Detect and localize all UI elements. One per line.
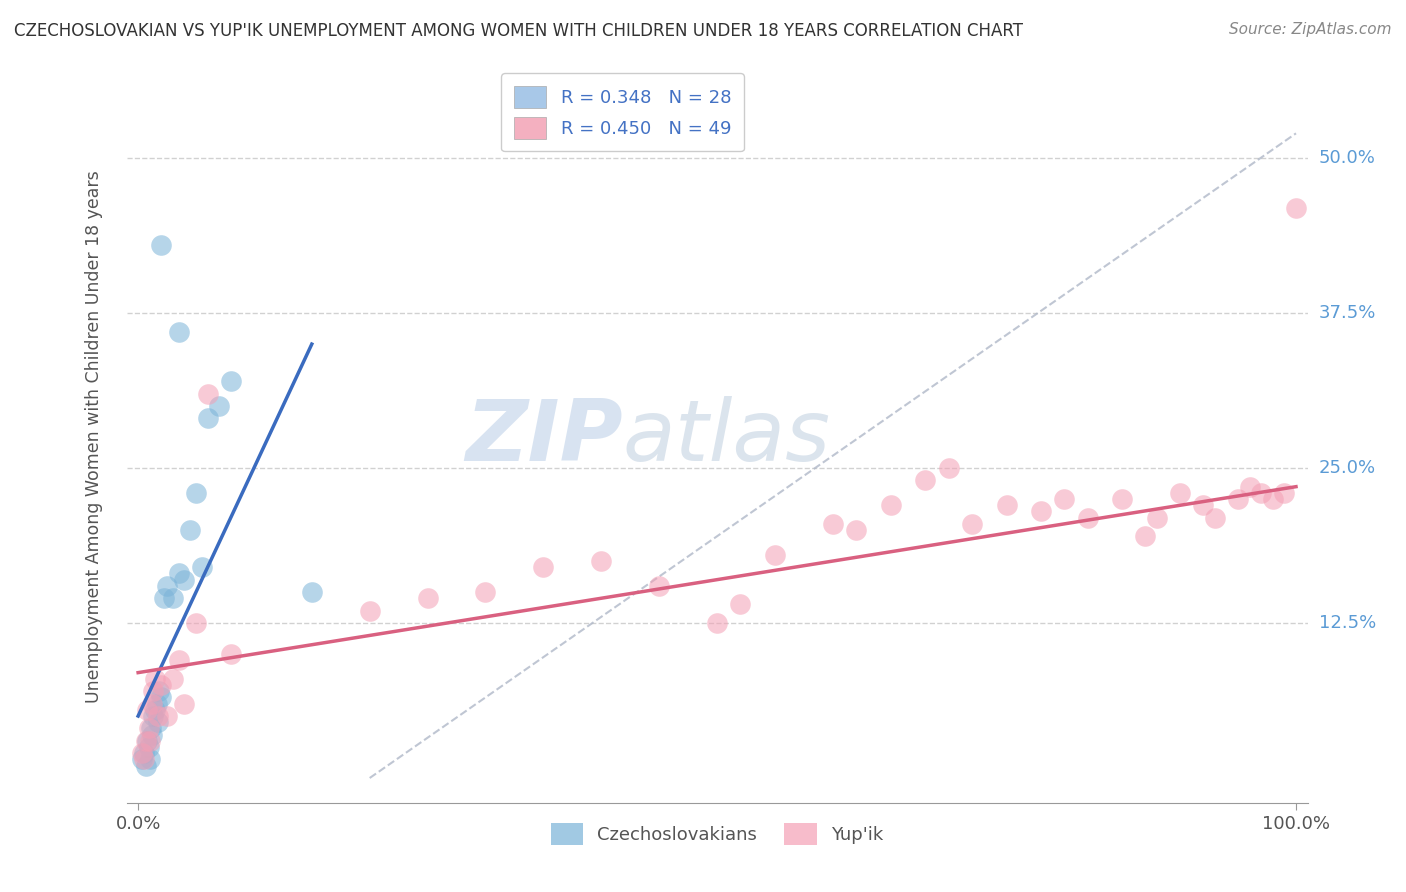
Text: atlas: atlas	[623, 395, 831, 479]
Point	[136, 703, 159, 717]
Point	[1077, 510, 1099, 524]
Point	[145, 703, 167, 717]
Point	[167, 653, 190, 667]
Point	[359, 604, 381, 618]
Text: 25.0%: 25.0%	[1319, 459, 1376, 477]
Point	[706, 615, 728, 630]
Point	[156, 579, 179, 593]
Point	[184, 615, 207, 630]
Point	[416, 591, 439, 606]
Text: 37.5%: 37.5%	[1319, 304, 1376, 322]
Point	[197, 386, 219, 401]
Point	[167, 566, 190, 581]
Point	[179, 523, 201, 537]
Point	[845, 523, 868, 537]
Point	[135, 758, 157, 772]
Point	[135, 734, 157, 748]
Point	[141, 697, 163, 711]
Point	[146, 709, 169, 723]
Point	[728, 598, 751, 612]
Point	[162, 591, 184, 606]
Point	[763, 548, 786, 562]
Point	[1261, 491, 1284, 506]
Point	[162, 672, 184, 686]
Point	[1274, 486, 1296, 500]
Point	[142, 684, 165, 698]
Point	[138, 752, 160, 766]
Legend: Czechoslovakians, Yup'ik: Czechoslovakians, Yup'ik	[543, 816, 891, 852]
Point	[138, 734, 160, 748]
Point	[150, 690, 173, 705]
Point	[591, 554, 613, 568]
Point	[880, 498, 903, 512]
Text: Source: ZipAtlas.com: Source: ZipAtlas.com	[1229, 22, 1392, 37]
Point	[191, 560, 214, 574]
Point	[131, 746, 153, 760]
Point	[173, 573, 195, 587]
Point	[141, 728, 163, 742]
Point	[1227, 491, 1250, 506]
Point	[148, 684, 170, 698]
Point	[1111, 491, 1133, 506]
Point	[150, 678, 173, 692]
Point	[1239, 480, 1261, 494]
Point	[219, 647, 242, 661]
Point	[821, 516, 844, 531]
Point	[1168, 486, 1191, 500]
Point	[156, 709, 179, 723]
Point	[474, 585, 496, 599]
Point	[132, 752, 155, 766]
Point	[938, 461, 960, 475]
Point	[131, 752, 153, 766]
Point	[132, 746, 155, 760]
Point	[173, 697, 195, 711]
Point	[1285, 201, 1308, 215]
Point	[142, 709, 165, 723]
Point	[150, 238, 173, 252]
Point	[136, 734, 159, 748]
Point	[1053, 491, 1076, 506]
Point	[531, 560, 554, 574]
Point	[1031, 504, 1053, 518]
Point	[648, 579, 671, 593]
Point	[139, 722, 162, 736]
Point	[138, 739, 160, 754]
Point	[152, 591, 174, 606]
Point	[145, 672, 167, 686]
Point	[145, 697, 167, 711]
Point	[146, 715, 169, 730]
Point	[1135, 529, 1157, 543]
Text: CZECHOSLOVAKIAN VS YUP'IK UNEMPLOYMENT AMONG WOMEN WITH CHILDREN UNDER 18 YEARS : CZECHOSLOVAKIAN VS YUP'IK UNEMPLOYMENT A…	[14, 22, 1024, 40]
Point	[1146, 510, 1168, 524]
Point	[1192, 498, 1215, 512]
Point	[301, 585, 323, 599]
Point	[197, 411, 219, 425]
Text: 50.0%: 50.0%	[1319, 149, 1375, 167]
Point	[138, 722, 160, 736]
Point	[960, 516, 983, 531]
Point	[219, 374, 242, 388]
Point	[1250, 486, 1272, 500]
Text: 12.5%: 12.5%	[1319, 614, 1376, 632]
Y-axis label: Unemployment Among Women with Children Under 18 years: Unemployment Among Women with Children U…	[84, 170, 103, 704]
Point	[167, 325, 190, 339]
Text: ZIP: ZIP	[465, 395, 623, 479]
Point	[184, 486, 207, 500]
Point	[995, 498, 1018, 512]
Point	[208, 399, 231, 413]
Point	[914, 474, 936, 488]
Point	[1204, 510, 1226, 524]
